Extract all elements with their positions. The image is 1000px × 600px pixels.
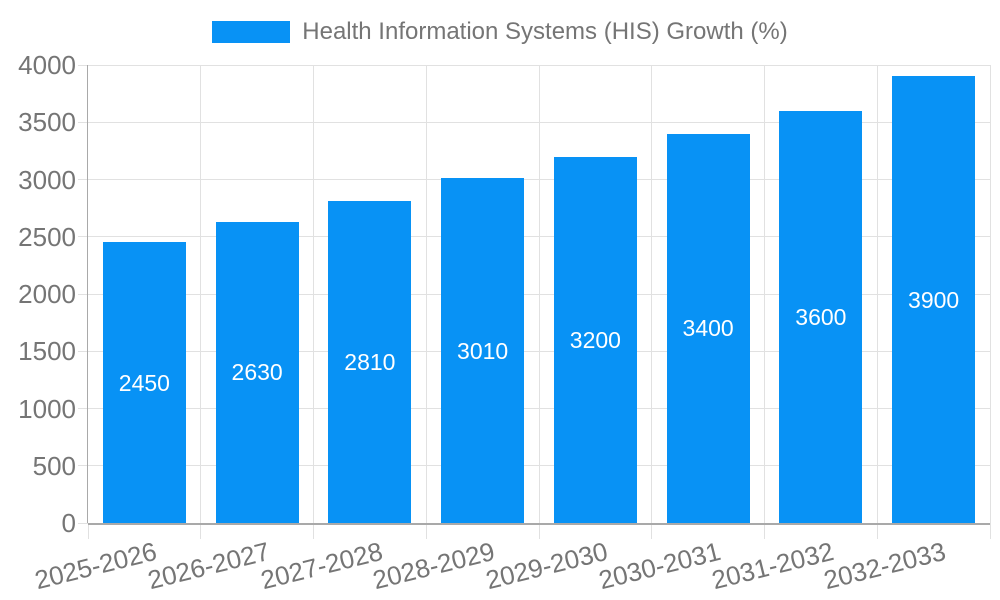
legend-label[interactable]: Health Information Systems (HIS) Growth … xyxy=(302,18,788,45)
bar-2032-2033[interactable]: 3900 xyxy=(892,76,976,523)
y-axis-tick-label: 0 xyxy=(61,508,76,538)
bar-2025-2026[interactable]: 2450 xyxy=(102,242,186,523)
x-axis-tick-label: 2032-2033 xyxy=(820,536,949,596)
bar-2027-2028[interactable]: 2810 xyxy=(328,201,412,523)
x-axis-tick-label: 2025-2026 xyxy=(31,536,160,596)
x-axis-tick xyxy=(989,523,991,539)
y-axis-tick xyxy=(78,179,88,180)
x-axis-line xyxy=(88,523,990,525)
y-axis-tick-label: 3000 xyxy=(18,164,76,195)
x-axis-tick-label: 2026-2027 xyxy=(144,536,273,596)
y-axis-tick-label: 500 xyxy=(32,450,76,481)
x-axis-tick xyxy=(313,523,314,539)
y-axis-tick xyxy=(78,236,88,238)
x-gridline xyxy=(764,65,765,523)
y-axis-tick-label: 2500 xyxy=(18,221,76,252)
y-axis-tick xyxy=(78,465,88,467)
bar-2026-2027[interactable]: 2630 xyxy=(215,221,299,523)
x-gridline xyxy=(425,65,427,523)
x-gridline xyxy=(538,65,540,523)
bar-2030-2031[interactable]: 3400 xyxy=(666,133,750,523)
bar-value-label: 3400 xyxy=(682,315,734,342)
bar-value-label: 2810 xyxy=(344,349,396,376)
bar-value-label: 3900 xyxy=(908,286,960,313)
legend: Health Information Systems (HIS) Growth … xyxy=(0,16,1000,48)
x-gridline xyxy=(651,65,653,523)
y-axis-tick xyxy=(78,293,88,295)
x-gridline xyxy=(200,65,202,523)
y-axis-tick xyxy=(78,350,88,352)
x-axis-tick xyxy=(876,523,878,539)
y-axis-tick-label: 3500 xyxy=(18,107,76,138)
bar-2031-2032[interactable]: 3600 xyxy=(779,110,863,523)
x-axis-tick-label: 2027-2028 xyxy=(257,536,386,596)
y-axis-tick-label: 2000 xyxy=(18,279,76,309)
y-axis-tick-label: 4000 xyxy=(18,50,76,80)
x-axis-tick-label: 2028-2029 xyxy=(369,536,498,596)
x-axis-tick xyxy=(200,523,202,539)
x-axis-tick xyxy=(538,523,540,539)
bar-value-label: 3600 xyxy=(795,303,847,330)
x-axis-tick xyxy=(651,523,653,539)
x-axis-tick xyxy=(425,523,427,539)
bar-2029-2030[interactable]: 3200 xyxy=(553,156,637,523)
bar-value-label: 3010 xyxy=(457,337,509,364)
y-axis-tick xyxy=(78,408,88,409)
bar-value-label: 2630 xyxy=(231,359,283,386)
x-axis-tick-label: 2030-2031 xyxy=(595,536,724,596)
legend-swatch[interactable] xyxy=(212,21,291,43)
y-axis-tick-label: 1000 xyxy=(18,393,76,424)
x-axis-tick xyxy=(87,523,89,539)
x-axis-tick-label: 2031-2032 xyxy=(708,536,837,596)
x-axis-tick xyxy=(764,523,765,539)
x-gridline xyxy=(989,65,991,523)
bar-value-label: 2450 xyxy=(118,369,170,396)
y-axis-tick xyxy=(78,121,88,123)
y-axis-tick xyxy=(78,522,88,524)
bar-value-label: 3200 xyxy=(569,326,621,353)
x-gridline xyxy=(876,65,878,523)
y-axis-line xyxy=(86,65,88,523)
bar-2028-2029[interactable]: 3010 xyxy=(441,178,525,523)
y-axis-tick xyxy=(78,64,88,66)
y-axis-tick-label: 1500 xyxy=(18,336,76,367)
x-axis-tick-label: 2029-2030 xyxy=(482,536,611,596)
x-gridline xyxy=(313,65,314,523)
